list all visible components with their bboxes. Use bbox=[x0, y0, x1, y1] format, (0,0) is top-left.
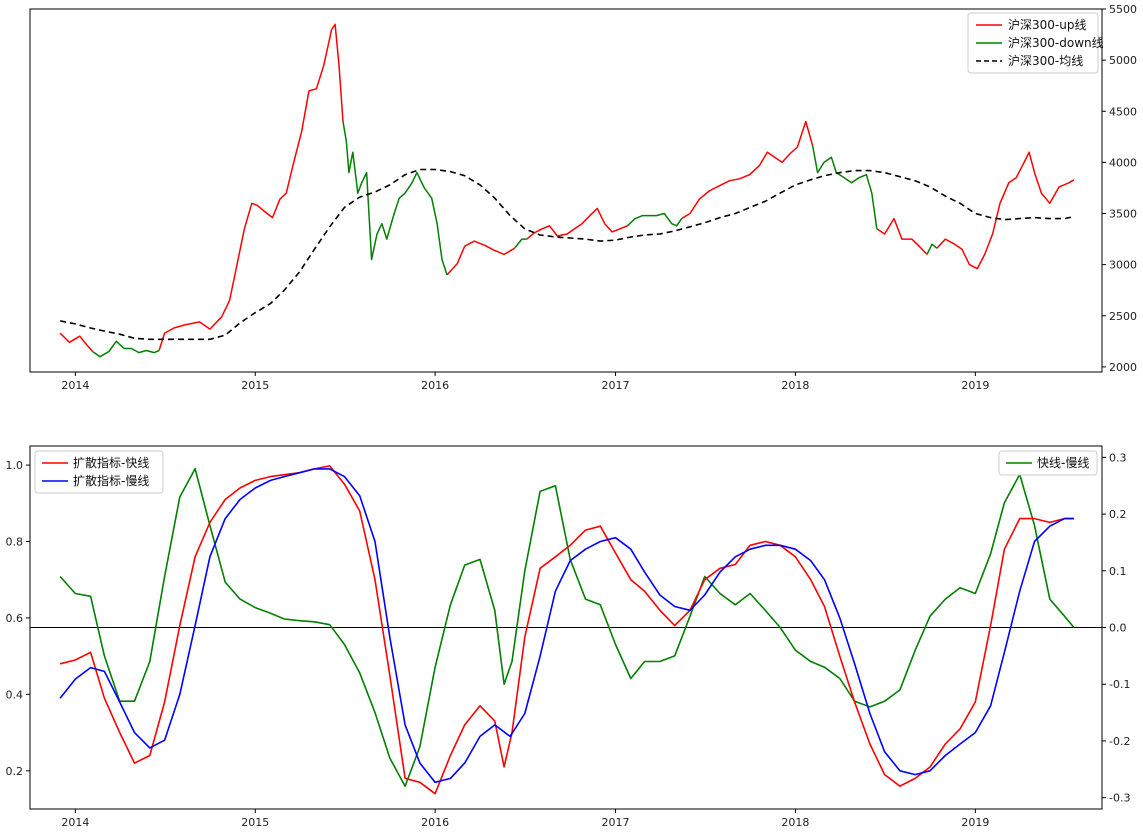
legend-label-ma: 沪深300-均线 bbox=[1008, 54, 1083, 68]
legend-label-down: 沪深300-down线 bbox=[1008, 36, 1104, 50]
indicator-left-y-tick-label: 1.0 bbox=[6, 459, 24, 472]
price-chart-legend: 沪深300-up线 沪深300-down线 沪深300-均线 bbox=[967, 12, 1104, 74]
indicator-chart-x-axis: 2014 2015 2016 2017 2018 2019 bbox=[61, 809, 989, 829]
legend-label-slow: 扩散指标-慢线 bbox=[73, 473, 149, 488]
indicator-legend-right-box bbox=[998, 450, 1098, 476]
indicator-x-tick-label: 2015 bbox=[241, 816, 269, 829]
indicator-series-0-line bbox=[59, 465, 1074, 795]
indicator-right-y-tick-label: 0.1 bbox=[1109, 565, 1127, 578]
indicator-left-y-tick-label: 0.8 bbox=[6, 536, 24, 549]
indicator-chart-lines bbox=[59, 465, 1075, 795]
price-legend-box bbox=[967, 12, 1099, 74]
indicator-x-tick-label: 2017 bbox=[602, 816, 630, 829]
indicator-legend-right: 快线-慢线 bbox=[998, 450, 1098, 476]
price-series-0-segment-2 bbox=[446, 240, 515, 276]
price-series-1-segment-5 bbox=[926, 243, 938, 255]
indicator-legend-left: 扩散指标-快线 扩散指标-慢线 bbox=[34, 450, 164, 494]
indicator-right-y-tick-label: 0.2 bbox=[1109, 508, 1127, 521]
indicator-left-y-tick-label: 0.4 bbox=[6, 688, 24, 701]
price-series-2-segment-0 bbox=[59, 168, 1075, 341]
price-series-0-segment-4 bbox=[681, 120, 814, 220]
indicator-x-tick-label: 2014 bbox=[61, 816, 89, 829]
price-y-tick-label: 3500 bbox=[1109, 208, 1137, 221]
price-x-tick-label: 2018 bbox=[781, 379, 809, 392]
price-chart-right-y-axis: 2000 2500 3000 3500 4000 4500 5000 5500 bbox=[1102, 3, 1137, 374]
price-chart-lines bbox=[59, 23, 1075, 358]
price-x-tick-label: 2015 bbox=[241, 379, 269, 392]
price-x-tick-label: 2019 bbox=[961, 379, 989, 392]
indicator-chart-right-y-axis: -0.3 -0.2 -0.1 0.0 0.1 0.2 0.3 bbox=[1102, 451, 1130, 805]
price-x-tick-label: 2016 bbox=[421, 379, 449, 392]
indicator-chart-panel: 2014 2015 2016 2017 2018 2019 0.2 0.4 0.6 0.8 1.0… bbox=[6, 445, 1130, 829]
indicator-right-y-tick-label: 0.0 bbox=[1109, 622, 1127, 635]
indicator-right-y-tick-label: -0.1 bbox=[1109, 678, 1130, 691]
price-chart-frame bbox=[29, 8, 1103, 373]
indicator-right-y-tick-label: -0.3 bbox=[1109, 792, 1130, 805]
price-y-tick-label: 2500 bbox=[1109, 310, 1137, 323]
indicator-left-y-tick-label: 0.2 bbox=[6, 765, 24, 778]
indicator-x-tick-label: 2019 bbox=[961, 816, 989, 829]
price-y-tick-label: 4500 bbox=[1109, 105, 1137, 118]
legend-label-diff: 快线-慢线 bbox=[1037, 456, 1089, 470]
price-x-tick-label: 2014 bbox=[61, 379, 89, 392]
indicator-x-tick-label: 2016 bbox=[421, 816, 449, 829]
price-x-tick-label: 2017 bbox=[602, 379, 630, 392]
price-y-tick-label: 3000 bbox=[1109, 259, 1137, 272]
price-y-tick-label: 5500 bbox=[1109, 3, 1137, 16]
price-series-1-segment-3 bbox=[626, 212, 683, 227]
price-series-0-segment-0 bbox=[59, 332, 94, 352]
indicator-series-1-line bbox=[59, 468, 1074, 784]
legend-label-up: 沪深300-up线 bbox=[1008, 18, 1086, 32]
price-series-0-segment-3 bbox=[526, 207, 628, 240]
price-chart-x-axis: 2014 2015 2016 2017 2018 2019 bbox=[61, 372, 989, 392]
price-series-1-segment-0 bbox=[92, 340, 160, 358]
indicator-left-y-tick-label: 0.6 bbox=[6, 612, 24, 625]
price-series-0-segment-6 bbox=[936, 151, 1075, 270]
price-series-1-segment-2 bbox=[513, 238, 527, 249]
price-series-1-segment-4 bbox=[811, 145, 878, 229]
price-series-1-segment-1 bbox=[342, 121, 448, 276]
price-y-tick-label: 4000 bbox=[1109, 156, 1137, 169]
price-y-tick-label: 5000 bbox=[1109, 54, 1137, 67]
indicator-series-2-line bbox=[59, 467, 1075, 788]
indicator-right-y-tick-label: 0.3 bbox=[1109, 451, 1127, 464]
legend-label-fast: 扩散指标-快线 bbox=[73, 455, 149, 470]
indicator-chart-left-y-axis: 0.2 0.4 0.6 0.8 1.0 bbox=[6, 459, 30, 778]
price-chart-panel: 2014 2015 2016 2017 2018 2019 2000 2500 3000 350… bbox=[29, 3, 1137, 392]
price-y-tick-label: 2000 bbox=[1109, 361, 1137, 374]
price-series-0-segment-5 bbox=[876, 217, 928, 255]
indicator-x-tick-label: 2018 bbox=[781, 816, 809, 829]
indicator-legend-left-box bbox=[34, 450, 164, 494]
indicator-right-y-tick-label: -0.2 bbox=[1109, 735, 1130, 748]
price-series-0-segment-1 bbox=[158, 23, 344, 351]
